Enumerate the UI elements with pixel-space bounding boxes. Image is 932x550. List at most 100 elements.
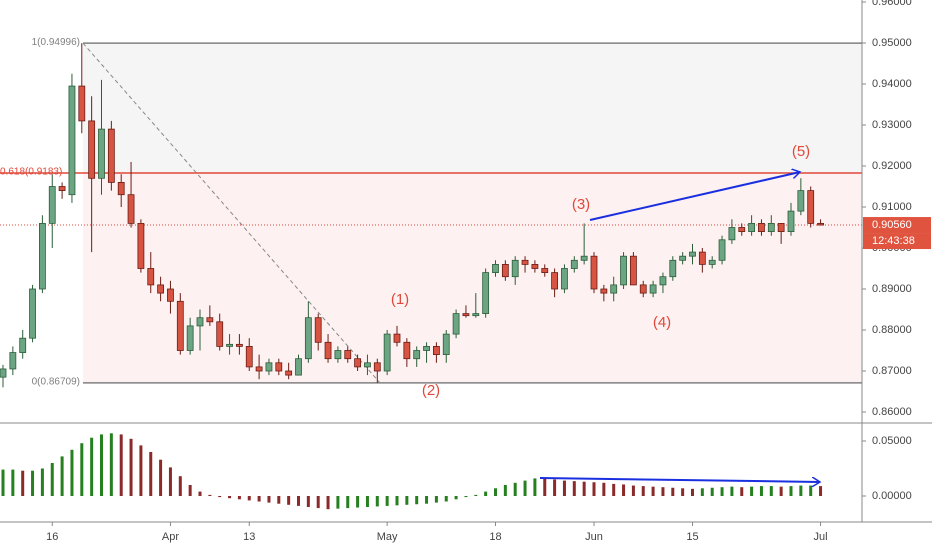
x-tick-label: May [377, 531, 398, 543]
candle-body [19, 337, 27, 353]
candle-body [245, 345, 253, 368]
histogram-bar [503, 484, 507, 496]
histogram-bar [582, 481, 586, 496]
candle-body [758, 223, 765, 233]
candle-body [78, 85, 86, 122]
candle-body [255, 366, 263, 372]
candle-body [580, 255, 588, 261]
candle-body [324, 341, 332, 360]
overlay-layer: 0.96000 0.95000 0.94000 0.93000 0.92000 0.910… [46, 0, 931, 543]
histogram-bar [799, 485, 803, 496]
y-tick-label: 0.96000 [872, 0, 912, 8]
candle-body [127, 194, 135, 224]
histogram-bar [139, 445, 143, 496]
candle-body [295, 358, 302, 376]
candle-body [472, 313, 480, 317]
histogram-bar [1, 469, 5, 496]
y-tick-label: 0.91000 [872, 201, 912, 213]
histogram-bar [80, 443, 84, 496]
candle-body [630, 255, 637, 286]
candle-body [462, 313, 470, 317]
histogram-bar [356, 495, 360, 508]
trend-arrow [539, 478, 820, 482]
candle-body [600, 288, 608, 294]
candle-body [639, 284, 647, 294]
histogram-bar [228, 495, 232, 499]
candle-body [304, 317, 312, 360]
candle-body [551, 272, 558, 290]
histogram-bar [129, 438, 133, 496]
candle-body [413, 350, 421, 360]
candle-body [39, 223, 46, 290]
candle-body [364, 362, 371, 368]
x-tick-label: 18 [489, 531, 501, 543]
histogram-bar [90, 437, 94, 496]
histogram-bar [612, 483, 616, 496]
y-tick-label: 0.93000 [872, 119, 912, 131]
histogram-bar [454, 495, 458, 500]
histogram-bar [237, 495, 241, 500]
candle-body [157, 284, 165, 294]
histogram-bar [769, 486, 773, 496]
candle-body [235, 343, 243, 347]
histogram-bar [651, 486, 655, 496]
candle-body [285, 370, 293, 376]
candle-body [738, 227, 746, 233]
candle-body [797, 190, 805, 212]
histogram-bar [592, 482, 596, 496]
fib-zone [83, 43, 862, 173]
candle-body [610, 284, 618, 294]
histogram-bar [119, 434, 123, 496]
candle-body [226, 343, 233, 347]
countdown-badge [863, 233, 931, 250]
histogram-bar [720, 487, 724, 496]
histogram-bar [789, 486, 793, 496]
histogram-bar [109, 433, 113, 496]
histogram-bar [21, 470, 25, 496]
y-tick-label: 0.92000 [872, 160, 912, 172]
candle-body [787, 210, 795, 233]
candle-body [689, 251, 696, 257]
candle-body [29, 288, 36, 339]
histogram-bar [40, 468, 44, 496]
x-tick-label: Apr [162, 531, 179, 543]
fib-label: 1(0.94996) [32, 37, 80, 48]
background-layer: 1(0.94996) 0.618(0.9183) 0(0.86709) [0, 37, 862, 388]
histogram-bar [31, 470, 35, 496]
histogram-bar [168, 467, 172, 496]
histogram-bar [474, 494, 478, 496]
histogram-bar [572, 481, 576, 496]
candle-body [531, 264, 539, 269]
wave-label: (3) [572, 196, 590, 213]
histogram-bar [681, 488, 685, 496]
candle-body [403, 341, 411, 360]
histogram-bar [149, 452, 153, 496]
y-tick-label: 0.88000 [872, 324, 912, 336]
candle-body [176, 300, 184, 351]
histogram-bar [513, 482, 517, 496]
candle-body [58, 186, 66, 192]
candle-body [679, 255, 687, 261]
histogram-bar [326, 495, 330, 510]
candle-body [265, 362, 273, 372]
candle-body [98, 128, 105, 179]
histogram-bar [395, 495, 399, 506]
y-tick-label: 0.94000 [872, 78, 912, 90]
candle-body [561, 268, 568, 290]
candle-body [107, 128, 115, 183]
candle-body [698, 251, 706, 265]
candle-body [521, 259, 529, 265]
candle-body [354, 358, 362, 368]
candle-body [748, 223, 755, 233]
fib-label: 0.618(0.9183) [0, 167, 62, 178]
candle-body [807, 190, 815, 224]
candle-body [216, 321, 224, 347]
histogram-bar [759, 486, 763, 496]
candle-body [344, 350, 352, 360]
histogram-bar [405, 495, 409, 505]
histogram-bar [336, 495, 340, 509]
y-tick-label: 0.95000 [872, 37, 912, 49]
histogram-bar [257, 495, 261, 502]
marks-layer [0, 43, 824, 510]
histogram-bar [188, 484, 192, 496]
